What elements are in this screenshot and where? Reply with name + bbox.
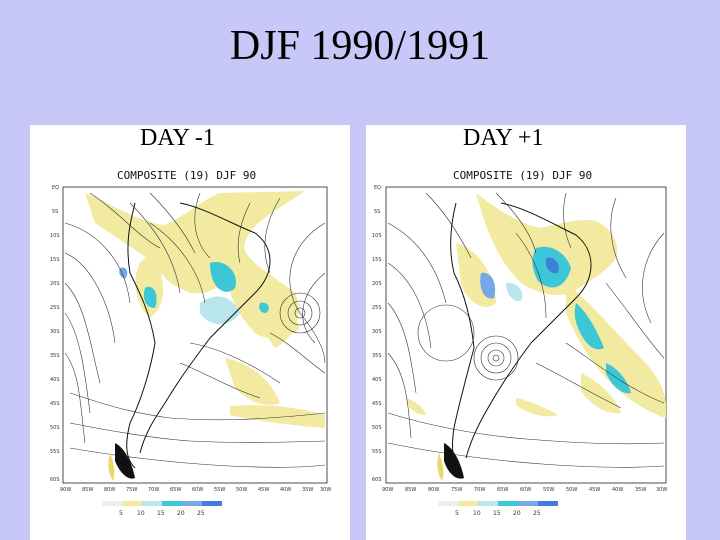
svg-text:45W: 45W (258, 487, 269, 493)
colorbar: 5 10 15 20 25 (102, 501, 222, 517)
svg-text:10S: 10S (50, 233, 60, 239)
lat-axis-labels: EQ 5S 10S 15S 20S 25S 30S 35S 40S 45S 50… (372, 185, 382, 483)
svg-text:50S: 50S (50, 425, 60, 431)
day-label: DAY -1 (140, 125, 215, 151)
streamlines (387, 192, 665, 468)
svg-text:35S: 35S (372, 353, 382, 359)
svg-text:EQ: EQ (374, 185, 381, 191)
slide-title: DJF 1990/1991 (229, 23, 491, 69)
map-caption: COMPOSITE (19) DJF 90 (117, 169, 256, 182)
lon-axis-labels: 90W 85W 80W 75W 70W 65W 60W 55W 50W 45W … (60, 487, 331, 493)
svg-text:90W: 90W (382, 487, 393, 493)
streamlines (64, 192, 326, 468)
colorbar-tick: 25 (533, 510, 541, 517)
svg-text:90W: 90W (60, 487, 71, 493)
tierra-del-fuego (437, 443, 464, 481)
tierra-del-fuego (108, 443, 135, 481)
lon-axis-labels: 90W 85W 80W 75W 70W 65W 60W 55W 50W 45W … (382, 487, 667, 493)
svg-text:35W: 35W (302, 487, 313, 493)
svg-text:85W: 85W (82, 487, 93, 493)
colorbar-tick: 5 (455, 510, 459, 517)
svg-text:60S: 60S (50, 477, 60, 483)
svg-text:40S: 40S (372, 377, 382, 383)
svg-text:60W: 60W (520, 487, 531, 493)
colorbar-tick: 20 (513, 510, 521, 517)
streamline-map: COMPOSITE (19) DJF 90 (50, 169, 331, 517)
svg-text:30S: 30S (50, 329, 60, 335)
svg-text:55S: 55S (372, 449, 382, 455)
svg-text:40W: 40W (612, 487, 623, 493)
svg-text:35W: 35W (635, 487, 646, 493)
svg-text:15S: 15S (372, 257, 382, 263)
svg-text:70W: 70W (474, 487, 485, 493)
svg-text:65W: 65W (170, 487, 181, 493)
svg-text:30W: 30W (656, 487, 667, 493)
svg-text:20S: 20S (50, 281, 60, 287)
svg-text:75W: 75W (451, 487, 462, 493)
svg-text:55W: 55W (543, 487, 554, 493)
day-label: DAY +1 (463, 125, 544, 151)
shaded-regions (85, 191, 325, 428)
panel-day-minus-1: DAY -1 COMPOSITE (19) DJF 90 (30, 125, 350, 540)
svg-text:45S: 45S (50, 401, 60, 407)
svg-text:35S: 35S (50, 353, 60, 359)
colorbar-tick: 25 (197, 510, 205, 517)
svg-text:85W: 85W (405, 487, 416, 493)
colorbar-tick: 10 (137, 510, 145, 517)
svg-text:65W: 65W (497, 487, 508, 493)
streamline-map: COMPOSITE (19) DJF 90 (372, 169, 667, 517)
colorbar-tick: 20 (177, 510, 185, 517)
svg-text:55W: 55W (214, 487, 225, 493)
svg-text:10S: 10S (372, 233, 382, 239)
svg-text:EQ: EQ (52, 185, 59, 191)
svg-text:80W: 80W (104, 487, 115, 493)
svg-text:60W: 60W (192, 487, 203, 493)
svg-text:55S: 55S (50, 449, 60, 455)
svg-text:5S: 5S (374, 209, 380, 215)
lat-axis-labels: EQ 5S 10S 15S 20S 25S 30S 35S 40S 45S 50… (50, 185, 60, 483)
svg-text:70W: 70W (148, 487, 159, 493)
svg-text:15S: 15S (50, 257, 60, 263)
svg-text:45S: 45S (372, 401, 382, 407)
svg-text:40W: 40W (280, 487, 291, 493)
colorbar-tick: 15 (493, 510, 501, 517)
svg-text:40S: 40S (50, 377, 60, 383)
colorbar-tick: 15 (157, 510, 165, 517)
south-america-coastline (126, 202, 271, 469)
svg-text:25S: 25S (50, 305, 60, 311)
svg-text:20S: 20S (372, 281, 382, 287)
svg-text:60S: 60S (372, 477, 382, 483)
panel-day-plus-1: DAY +1 COMPOSITE (19) DJF 90 (366, 125, 686, 540)
colorbar: 5 10 15 20 25 (438, 501, 558, 517)
colorbar-tick: 5 (119, 510, 123, 517)
south-america-coastline (450, 202, 592, 469)
svg-text:30W: 30W (320, 487, 331, 493)
svg-text:50S: 50S (372, 425, 382, 431)
svg-text:45W: 45W (589, 487, 600, 493)
svg-text:75W: 75W (126, 487, 137, 493)
map-caption: COMPOSITE (19) DJF 90 (453, 169, 592, 182)
svg-text:80W: 80W (428, 487, 439, 493)
colorbar-tick: 10 (473, 510, 481, 517)
svg-text:25S: 25S (372, 305, 382, 311)
svg-text:30S: 30S (372, 329, 382, 335)
svg-text:50W: 50W (566, 487, 577, 493)
svg-text:5S: 5S (52, 209, 58, 215)
svg-text:50W: 50W (236, 487, 247, 493)
